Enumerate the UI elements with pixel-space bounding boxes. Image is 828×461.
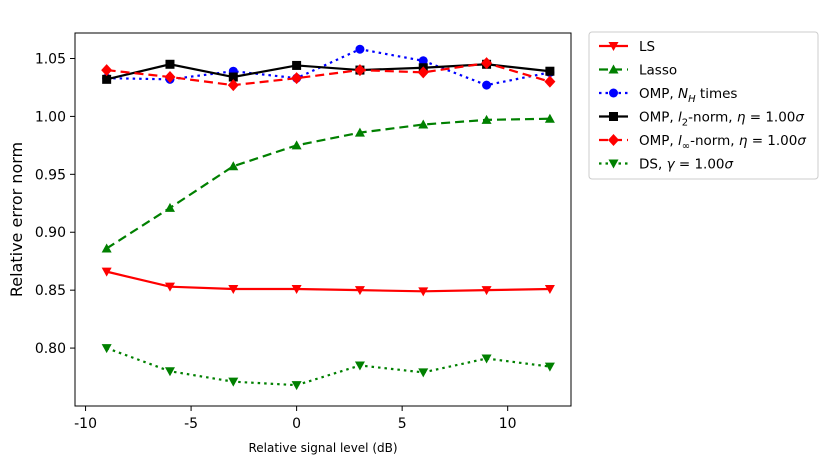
data-point [418, 56, 428, 66]
data-point [545, 66, 555, 76]
legend-marker [608, 42, 619, 51]
data-point [291, 285, 302, 295]
data-point [354, 64, 366, 77]
data-point [228, 161, 239, 171]
data-point [292, 60, 302, 70]
y-tick-label: 1.00 [35, 109, 66, 125]
x-tick-label: 0 [292, 416, 301, 432]
data-point [544, 285, 555, 295]
data-point [417, 66, 429, 79]
data-point [355, 44, 365, 54]
data-point [418, 287, 429, 297]
legend-label: Lasso [639, 63, 677, 79]
x-tick-label: -5 [184, 416, 198, 432]
y-axis: 0.80 0.85 0.90 0.95 1.00 1.05 [35, 51, 75, 357]
series-line [106, 270, 550, 293]
data-point [481, 286, 492, 296]
data-point [164, 367, 175, 377]
data-point [101, 267, 112, 277]
data-point [354, 286, 365, 296]
plot-frame [74, 32, 572, 407]
data-point [102, 74, 112, 84]
x-axis-title: Relative signal level (dB) [248, 441, 397, 455]
data-point [228, 377, 239, 387]
data-point [291, 381, 302, 391]
series-1 [101, 113, 555, 253]
series-line [106, 347, 551, 387]
series-line [106, 61, 551, 87]
data-point [544, 362, 555, 372]
data-point [481, 114, 492, 124]
data-point [101, 243, 112, 253]
legend-label: DS, γ = 1.00σ [639, 157, 734, 173]
legend-marker [609, 88, 618, 98]
data-point [354, 361, 365, 371]
series-4 [101, 57, 556, 92]
legend-marker [608, 64, 619, 74]
series-5 [101, 344, 555, 391]
x-tick-label: -10 [74, 416, 97, 432]
legend-marker [608, 159, 619, 169]
data-point [227, 79, 239, 92]
data-point [354, 127, 365, 137]
data-point [418, 119, 429, 129]
y-tick-label: 1.05 [35, 51, 66, 67]
series-line [106, 117, 550, 250]
y-tick-label: 0.95 [35, 167, 66, 183]
data-point [228, 285, 239, 295]
data-point [482, 80, 492, 90]
legend-box [588, 31, 819, 180]
y-tick-label: 0.80 [35, 341, 66, 357]
data-point [481, 57, 493, 70]
series-0 [101, 267, 555, 297]
y-tick-label: 0.90 [35, 225, 66, 241]
y-axis-title: Relative error norm [7, 142, 26, 297]
data-point [101, 344, 112, 354]
plot-area [74, 32, 572, 407]
legend-label: LS [639, 39, 655, 55]
legend-label: OMP, NH times [639, 86, 737, 105]
data-point [228, 72, 238, 82]
data-point [164, 282, 175, 292]
legend-marker [609, 112, 618, 121]
legend-label: OMP, l2-norm, η = 1.00σ [639, 110, 804, 129]
data-point [418, 368, 429, 378]
y-tick-label: 0.85 [35, 283, 66, 299]
data-point [544, 75, 556, 88]
data-point [164, 71, 176, 84]
data-point [165, 59, 175, 69]
x-axis: -10 -5 0 5 10 [74, 406, 517, 432]
data-point [164, 202, 175, 212]
data-point [544, 113, 555, 123]
x-tick-label: 5 [398, 416, 407, 432]
data-point [291, 72, 303, 85]
legend-marker [608, 134, 619, 146]
legend: LS Lasso OMP, NH times OMP, l2-norm, η = 1.… [588, 31, 819, 180]
x-tick-label: 10 [499, 416, 517, 432]
data-point [481, 354, 492, 364]
data-point [101, 64, 113, 77]
legend-label: OMP, l∞-norm, η = 1.00σ [639, 133, 806, 152]
data-point [291, 140, 302, 150]
